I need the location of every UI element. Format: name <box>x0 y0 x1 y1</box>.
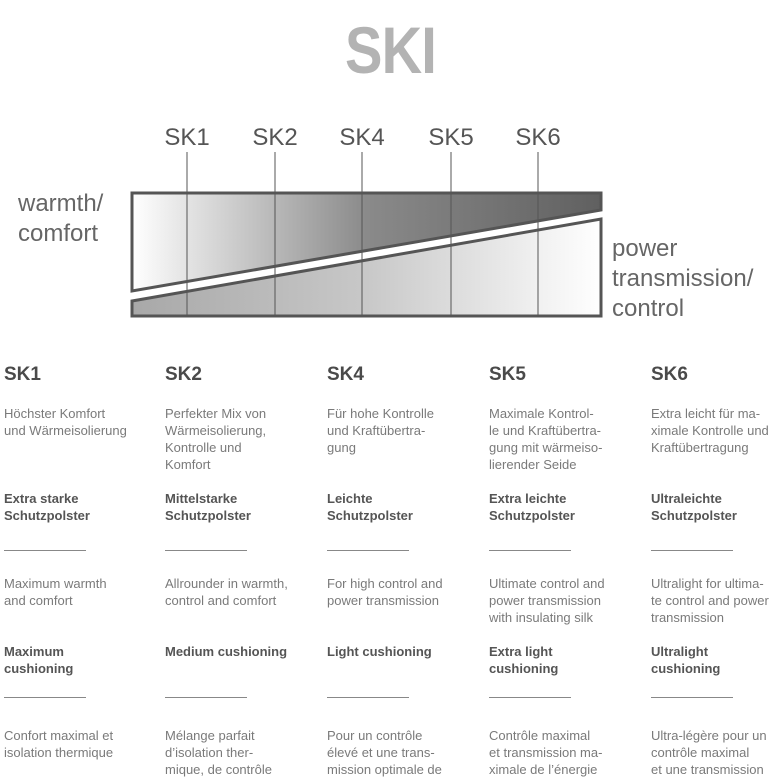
german-cushioning: Ultraleichte Schutzpolster <box>651 491 737 523</box>
english-cushioning: Medium cushioning <box>165 644 288 659</box>
german-cushioning: Leichte Schutzpolster <box>327 491 413 523</box>
german-description: Extra leicht für ma- ximale Kontrolle un… <box>651 406 769 455</box>
model-label: SK1 <box>164 124 210 151</box>
french-description: Contrôle maximal et transmission ma- xim… <box>489 728 603 777</box>
divider <box>489 550 571 551</box>
model-heading: SK5 <box>489 364 526 385</box>
model-label: SK6 <box>515 124 561 151</box>
french-description: Pour un contrôle élevé et une trans- mis… <box>327 728 442 777</box>
model-heading: SK1 <box>4 364 41 385</box>
english-description: Allrounder in warmth, control and comfor… <box>165 576 288 608</box>
german-description: Perfekter Mix von Wärmeisolierung, Kontr… <box>165 406 267 472</box>
divider <box>327 697 409 698</box>
model-label: SK5 <box>428 124 474 151</box>
page-title: SKI <box>345 13 437 87</box>
divider <box>165 550 247 551</box>
control-wedge <box>130 217 603 318</box>
english-description: Ultimate control and power transmission … <box>489 576 605 625</box>
divider <box>4 697 86 698</box>
warmth-comfort-label: warmth/ comfort <box>18 190 104 247</box>
model-heading: SK6 <box>651 364 688 385</box>
german-cushioning: Mittelstarke Schutzpolster <box>165 491 251 523</box>
divider <box>4 550 86 551</box>
model-heading: SK2 <box>165 364 202 385</box>
english-cushioning: Extra light cushioning <box>489 644 559 676</box>
divider <box>651 550 733 551</box>
divider <box>327 550 409 551</box>
german-cushioning: Extra starke Schutzpolster <box>4 491 90 523</box>
warmth-wedge <box>130 191 603 293</box>
english-description: Ultralight for ultima- te control and po… <box>651 576 769 625</box>
divider <box>489 697 571 698</box>
model-label: SK4 <box>339 124 385 151</box>
french-description: Ultra-légère pour un contrôle maximal et… <box>651 728 767 777</box>
english-description: Maximum warmth and comfort <box>4 576 107 608</box>
german-cushioning: Extra leichte Schutzpolster <box>489 491 575 523</box>
power-control-label: power transmission/ control <box>612 235 754 322</box>
english-cushioning: Maximum cushioning <box>4 644 74 676</box>
english-cushioning: Ultralight cushioning <box>651 644 721 676</box>
german-description: Höchster Komfort und Wärmeisolierung <box>4 406 127 438</box>
divider <box>165 697 247 698</box>
english-cushioning: Light cushioning <box>327 644 432 659</box>
english-description: For high control and power transmission <box>327 576 443 608</box>
french-description: Confort maximal et isolation thermique <box>4 728 114 760</box>
warmth-control-diagram <box>130 152 603 318</box>
german-description: Maximale Kontrol- le und Kraftübertra- g… <box>489 406 603 472</box>
french-description: Mélange parfait d’isolation ther- mique,… <box>165 728 272 777</box>
model-label: SK2 <box>252 124 298 151</box>
model-heading: SK4 <box>327 364 364 385</box>
german-description: Für hohe Kontrolle und Kraftübertra- gun… <box>327 406 434 455</box>
divider <box>651 697 733 698</box>
